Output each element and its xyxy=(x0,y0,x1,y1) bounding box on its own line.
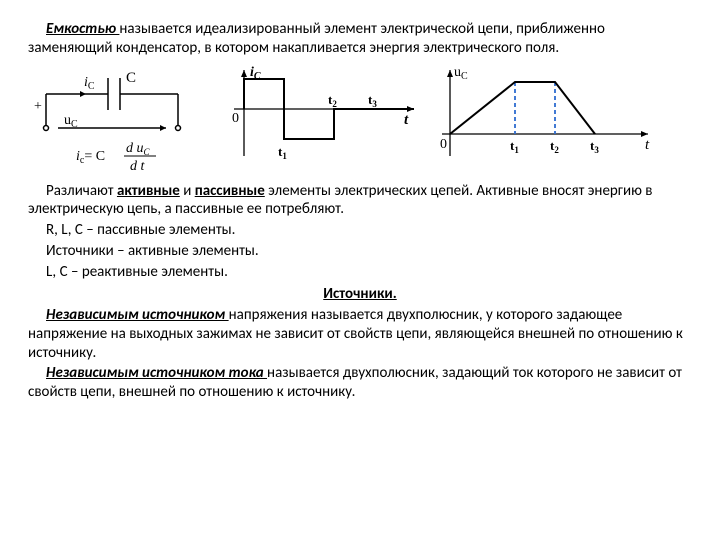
svg-text:d t: d t xyxy=(130,159,146,174)
figure-row: iC C + uC ic= C d uC d t iC t 0 t1 t2 t3 xyxy=(28,64,692,174)
uc-t3: t3 xyxy=(590,138,599,155)
uc-origin: 0 xyxy=(440,137,447,152)
uc-axis-y: uC xyxy=(454,65,468,82)
ic-t3: t3 xyxy=(368,92,377,109)
chart-uc: uC t 0 t1 t2 t3 xyxy=(430,64,660,164)
circuit-diagram: iC C + uC ic= C d uC d t xyxy=(28,64,208,174)
svg-text:d uC: d uC xyxy=(126,141,151,157)
uc-t1: t1 xyxy=(510,138,519,155)
label-plus: + xyxy=(34,99,42,114)
label-ic: iC xyxy=(84,75,95,92)
label-c: C xyxy=(126,70,136,86)
para-rlc-passive: R, L, C – пассивные элементы. xyxy=(28,221,692,240)
heading-sources: Источники. xyxy=(28,285,692,304)
term-emkost: Емкостью xyxy=(46,20,119,38)
uc-t2: t2 xyxy=(550,138,559,155)
ic-origin: 0 xyxy=(232,111,239,126)
para-current-source: Независимым источником тока называется д… xyxy=(28,364,692,402)
uc-axis-x: t xyxy=(645,137,650,153)
para-sources-active: Источники – активные элементы. xyxy=(28,242,692,261)
ic-axis-x: t xyxy=(404,112,409,128)
chart-ic: iC t 0 t1 t2 t3 xyxy=(214,64,424,164)
ic-t1: t1 xyxy=(278,144,287,161)
ic-axis-y: iC xyxy=(250,65,261,82)
para-active-passive: Различают активные и пассивные элементы … xyxy=(28,182,692,220)
para-lc-reactive: L, C – реактивные элементы. xyxy=(28,263,692,282)
svg-text:ic= C: ic= C xyxy=(76,149,105,166)
para-capacitance-def: Емкостью называется идеализированный эле… xyxy=(28,20,692,58)
formula: ic= C d uC d t xyxy=(76,141,156,174)
label-uc: uC xyxy=(64,113,78,130)
uc-waveform xyxy=(450,82,595,134)
ic-t2: t2 xyxy=(328,92,337,109)
para-voltage-source: Независимым источником напряжения называ… xyxy=(28,306,692,362)
